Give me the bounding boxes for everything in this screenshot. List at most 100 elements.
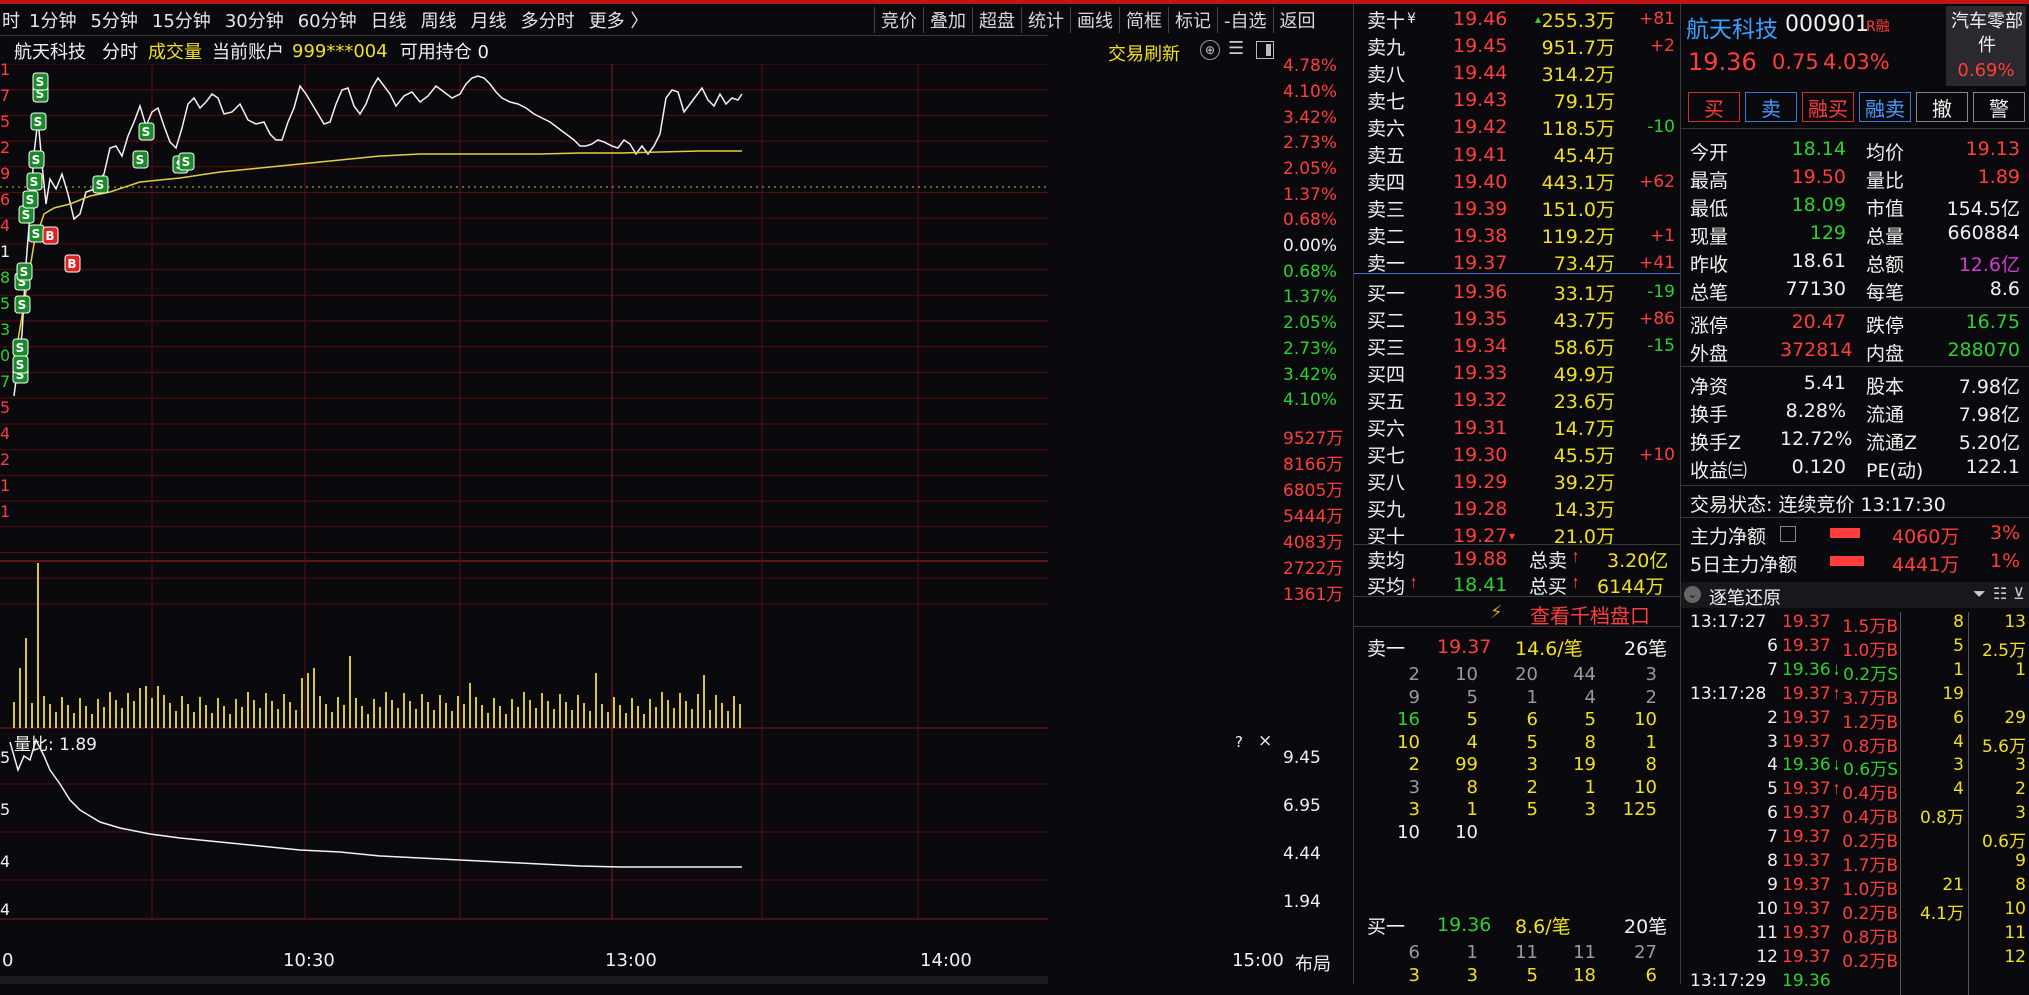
chart-indicator[interactable]: 成交量 <box>148 42 202 63</box>
price-tick-cut: 1 <box>0 242 9 261</box>
ask-level[interactable]: 卖一 19.37 73.4万 +41 <box>1367 250 1677 276</box>
tick-agg: 8 <box>1953 612 1964 632</box>
tick-separator <box>1968 683 1969 708</box>
flow-detail-icon[interactable] <box>1780 526 1796 542</box>
thousand-orderbook-link[interactable]: 查看千档盘口 <box>1530 604 1650 628</box>
options-icon[interactable]: ☷ <box>1993 584 2008 603</box>
tick-volume: 0.4万B <box>1842 808 1898 829</box>
period-month[interactable]: 月线 <box>470 10 507 32</box>
marker-letter: S <box>30 175 39 189</box>
bid-level[interactable]: 买七 19.30 45.5万 +10 <box>1367 442 1677 468</box>
bid-level[interactable]: 买九 19.28 14.3万 <box>1367 496 1677 522</box>
tick-separator <box>1968 827 1969 852</box>
filter-icon[interactable]: ⏷ <box>1973 584 1986 603</box>
tool-overlay[interactable]: 叠加 <box>923 7 972 33</box>
stat-label: 跌停 <box>1866 315 1905 337</box>
tick-volume: 0.6万S <box>1843 760 1898 781</box>
trade-refresh-button[interactable]: 交易刷新 <box>1108 44 1180 65</box>
period-week[interactable]: 周线 <box>420 10 457 32</box>
ask-level[interactable]: 卖五 19.41 45.4万 <box>1367 142 1677 168</box>
tick-volume: 1.7万B <box>1842 856 1898 876</box>
period-day[interactable]: 日线 <box>370 10 407 32</box>
collapse-icon[interactable]: ⊕ <box>1200 40 1220 60</box>
level-delta: +10 <box>1639 444 1675 465</box>
level-volume: 255.3万 <box>1541 9 1615 32</box>
ask-level[interactable]: 卖六 19.42 118.5万 -10 <box>1367 114 1677 140</box>
collapse-icon[interactable]: ⊻ <box>2013 584 2025 603</box>
queue-cell: 10 <box>1455 664 1478 685</box>
tool-superdisk[interactable]: 超盘 <box>972 7 1021 33</box>
queue-cell: 19 <box>1573 754 1596 775</box>
sell-marker: S <box>92 175 109 194</box>
bid-level[interactable]: 买二 19.35 43.7万 +86 <box>1367 306 1677 332</box>
tool-auction[interactable]: 竞价 <box>874 7 923 33</box>
chevron-down-icon[interactable]: ⌄ <box>1684 586 1701 603</box>
ask-level[interactable]: 卖九 19.45 951.7万 +2 <box>1367 33 1677 59</box>
margin-buy-button[interactable]: 融买 <box>1802 92 1854 122</box>
tool-mark[interactable]: 标记 <box>1168 7 1217 33</box>
period-multi[interactable]: 多分时 <box>520 10 575 32</box>
close-icon[interactable]: × <box>1258 731 1273 751</box>
queue-cell: 8 <box>1466 776 1478 798</box>
account-id[interactable]: 999***004 <box>292 40 388 62</box>
alert-button[interactable]: 警 <box>1973 92 2025 122</box>
tool-frame[interactable]: 简框 <box>1119 7 1168 33</box>
bid-level[interactable]: 买四 19.33 49.9万 <box>1367 360 1677 386</box>
queue-cell: 44 <box>1573 664 1596 685</box>
buy-button[interactable]: 买 <box>1688 92 1740 122</box>
tool-draw[interactable]: 画线 <box>1070 7 1119 33</box>
bid-level[interactable]: 买八 19.29 39.2万 <box>1367 469 1677 495</box>
ask-level[interactable]: 卖八 19.44 314.2万 <box>1367 60 1677 86</box>
cancel-order-button[interactable]: 撤 <box>1916 92 1968 122</box>
stat-label: 股本 <box>1866 376 1905 398</box>
stat-label: 昨收 <box>1690 254 1729 276</box>
top-accent-bar <box>0 0 2029 4</box>
bid-level[interactable]: 买十 19.27 ▾ 21.0万 <box>1367 523 1677 549</box>
level-price: 19.43 <box>1453 89 1508 112</box>
stat-label: 每笔 <box>1866 282 1905 304</box>
stat-value: 20.47 <box>1791 311 1846 333</box>
tool-stats[interactable]: 统计 <box>1021 7 1070 33</box>
period-60min[interactable]: 60分钟 <box>297 10 357 32</box>
queue-cell: 18 <box>1573 964 1596 986</box>
ask-level[interactable]: 卖三 19.39 151.0万 <box>1367 196 1677 222</box>
period-1min[interactable]: 1分钟 <box>29 10 77 32</box>
layout-button[interactable]: 布局 <box>1295 954 1331 975</box>
period-15min[interactable]: 15分钟 <box>151 10 211 32</box>
list-icon[interactable]: ☰ <box>1228 38 1245 59</box>
tool-back[interactable]: 返回 <box>1272 7 1322 33</box>
queue-cell: 5 <box>1526 731 1538 753</box>
bid-level[interactable]: 买六 19.31 14.7万 <box>1367 415 1677 441</box>
industry-box[interactable]: 汽车零部件 0.69% <box>1946 6 2026 86</box>
tool-watchlist[interactable]: -自选 <box>1217 7 1273 33</box>
chart-mode[interactable]: 分时 <box>102 42 138 63</box>
bid-level[interactable]: 买三 19.34 58.6万 -15 <box>1367 333 1677 359</box>
marker-box <box>178 152 195 171</box>
tick-price: 19.37 <box>1782 612 1831 632</box>
bid-level[interactable]: 买一 19.36 33.1万 -19 <box>1367 279 1677 305</box>
period-30min[interactable]: 30分钟 <box>224 10 284 32</box>
marker-letter: S <box>22 208 31 222</box>
stat-value: 18.09 <box>1791 194 1846 216</box>
tick-separator <box>1968 803 1969 828</box>
ask-level[interactable]: 卖四 19.40 443.1万 +62 <box>1367 169 1677 195</box>
help-icon[interactable]: ? <box>1235 733 1243 751</box>
price-tick-cut: 8 <box>0 268 9 287</box>
ask-level[interactable]: 卖十 ¥19.46 ▴ 255.3万 +81 <box>1367 6 1677 32</box>
level-volume: 45.5万 <box>1553 445 1615 468</box>
ask-level[interactable]: 卖二 19.38 119.2万 +1 <box>1367 223 1677 249</box>
tick-separator <box>1968 946 1969 971</box>
ask-level-label: 卖七 <box>1367 90 1406 113</box>
sell-button[interactable]: 卖 <box>1745 92 1797 122</box>
bid-level[interactable]: 买五 19.32 23.6万 <box>1367 387 1677 413</box>
period-more[interactable]: 更多 〉 <box>588 10 649 32</box>
window-icon[interactable] <box>1256 41 1274 59</box>
up-arrow-icon: 🠑 <box>1573 550 1579 566</box>
intraday-chart[interactable]: SSSSSSSSSSSSSSBBSSSSS <box>0 64 1048 984</box>
sell-marker: S <box>28 224 45 243</box>
ask-level[interactable]: 卖七 19.43 79.1万 <box>1367 87 1677 113</box>
period-5min[interactable]: 5分钟 <box>90 10 138 32</box>
queue-cell: 3 <box>1466 964 1478 986</box>
tick-volume: 0.4万B <box>1842 784 1898 805</box>
margin-sell-button[interactable]: 融卖 <box>1859 92 1911 122</box>
